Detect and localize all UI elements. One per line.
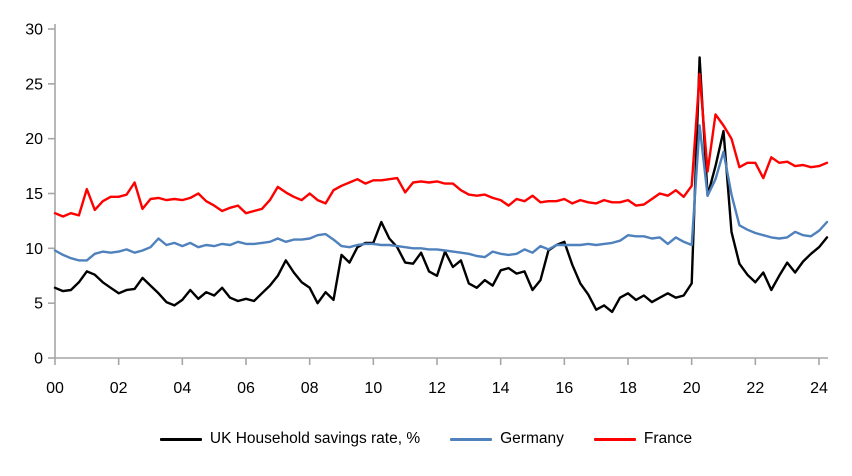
- x-tick-label: 20: [683, 380, 701, 397]
- x-tick-label: 18: [619, 380, 637, 397]
- uk-line-swatch: [159, 437, 202, 441]
- uk-series-line: [53, 56, 829, 314]
- y-tick-label: 10: [25, 241, 43, 258]
- legend-item-germany: Germany: [450, 430, 564, 448]
- y-tick-label: 25: [25, 76, 43, 93]
- x-tick-label: 06: [237, 380, 255, 397]
- y-tick-label: 15: [25, 186, 43, 203]
- x-tick-label: 08: [301, 380, 319, 397]
- y-tick-label: 20: [25, 131, 43, 148]
- x-tick-label: 22: [746, 380, 764, 397]
- x-tick-label: 16: [555, 380, 573, 397]
- france-series-line: [53, 72, 829, 218]
- france-line-swatch: [593, 437, 636, 441]
- x-tick-label: 02: [110, 380, 128, 397]
- y-tick-label: 0: [34, 351, 43, 368]
- legend-item-france: France: [593, 430, 693, 448]
- legend-label-uk: UK Household savings rate, %: [209, 430, 421, 447]
- x-tick-label: 24: [810, 380, 828, 397]
- germany-series-line: [53, 124, 829, 262]
- legend-label-france: France: [643, 430, 693, 447]
- y-tick-label: 30: [25, 22, 43, 39]
- x-tick-label: 10: [364, 380, 382, 397]
- x-tick-label: 04: [173, 380, 191, 397]
- chart-legend: UK Household savings rate, % Germany Fra…: [0, 430, 852, 448]
- y-tick-label: 5: [34, 296, 43, 313]
- x-tick-label: 14: [492, 380, 510, 397]
- legend-label-germany: Germany: [500, 430, 564, 447]
- x-tick-label: 12: [428, 380, 446, 397]
- germany-line-swatch: [450, 437, 493, 441]
- legend-item-uk: UK Household savings rate, %: [159, 430, 421, 448]
- x-tick-label: 00: [46, 380, 64, 397]
